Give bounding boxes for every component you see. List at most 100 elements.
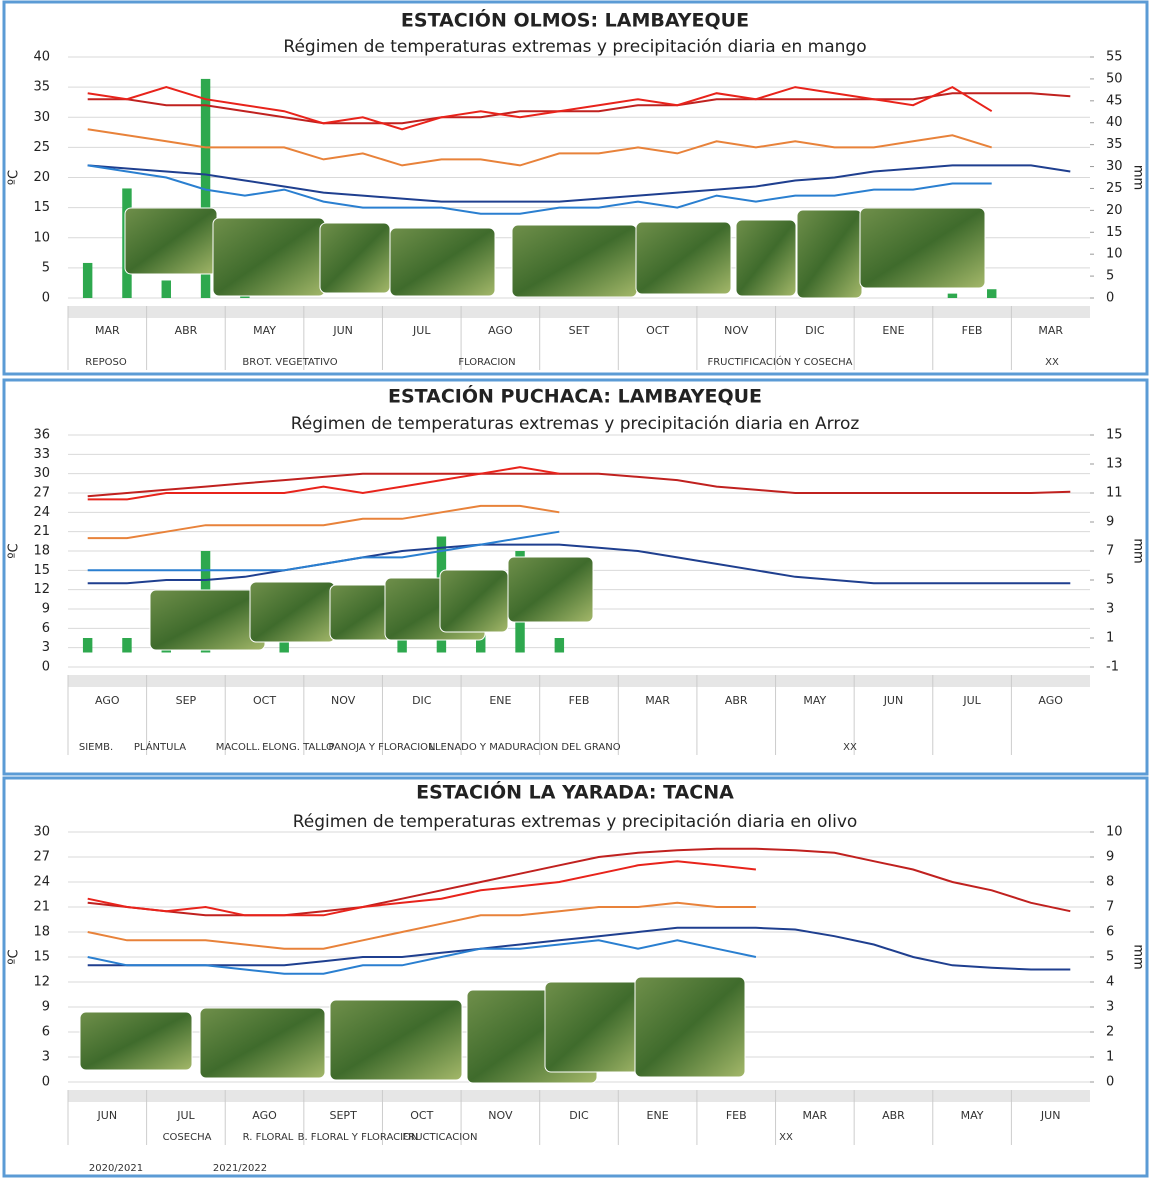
phase-label: BROT. VEGETATIVO [242,357,337,368]
x-tick-label: ABR [882,1109,905,1122]
phase-label: SIEMB. [79,742,113,753]
temperature-line [87,530,560,572]
phase-label: LLENADO Y MADURACION DEL GRANO [429,742,620,753]
x-tick-label: JUN [332,324,353,337]
chart-title: ESTACIÓN PUCHACA: LAMBAYEQUE [388,384,762,408]
y-tick-label: 25 [33,140,50,155]
y2-tick-label: 15 [1106,225,1123,240]
x-tick-label: MAY [253,324,276,337]
y-tick-label: 9 [42,602,50,617]
y-tick-label: 0 [42,660,50,675]
y-tick-label: 18 [33,925,50,940]
y-tick-label: 12 [33,582,50,597]
x-tick-label: MAY [961,1109,984,1122]
phase-label: B. FLORAL Y FLORACION [298,1132,419,1143]
phase-label: XX [779,1132,793,1143]
photo [859,207,986,289]
panel-border [2,378,1149,776]
x-tick-label: FEB [569,694,590,707]
chart-subtitle: Régimen de temperaturas extremas y preci… [291,414,860,434]
phase-label: PANOJA Y FLORACION [329,742,436,753]
y2-tick-label: 25 [1106,181,1123,196]
y2-tick-label: 9 [1106,850,1114,865]
y-tick-label: 27 [33,486,50,501]
x-tick-label: NOV [331,694,356,707]
temperature-line [87,901,756,950]
phase-label: FLORACION [458,357,515,368]
x-tick-label: AGO [1038,694,1063,707]
y-tick-label: 0 [42,1075,50,1090]
x-tick-label: ABR [175,324,198,337]
phase-label: R. FLORAL [243,1132,294,1143]
y-tick-label: 20 [33,170,50,185]
x-tick-label: MAR [645,694,670,707]
y2-tick-label: 40 [1106,115,1123,130]
y2-tick-label: 3 [1106,602,1114,617]
chart-subtitle: Régimen de temperaturas extremas y preci… [283,37,866,57]
temperature-line [87,543,1071,585]
panel-border [2,0,1149,376]
chart-panel: ESTACIÓN OLMOS: LAMBAYEQUE Régimen de tem… [2,0,1149,376]
precip-bar [161,280,171,298]
x-tick-label: JUL [412,324,431,337]
x-tick-label: OCT [646,324,669,337]
y2-tick-label: 13 [1106,457,1123,472]
temperature-line [87,939,757,975]
y2-tick-label: 7 [1106,544,1114,559]
y-tick-label: 21 [33,524,50,539]
chart-subtitle: Régimen de temperaturas extremas y preci… [293,812,858,832]
x-tick-label: SET [569,324,590,337]
y2-tick-label: 4 [1106,975,1114,990]
phase-label: MACOLL. [216,742,260,753]
x-tick-label: JUN [883,694,904,707]
x-tick-label: DIC [569,1109,589,1122]
photo [199,1007,326,1079]
y2-tick-label: 5 [1106,269,1114,284]
photo [389,227,496,297]
precip-bar [279,638,289,653]
x-tick-label: SEPT [330,1109,358,1122]
precip-bar [947,293,958,298]
panel-border [2,776,1149,1178]
y-tick-label: 35 [33,80,50,95]
y-tick-label: 10 [33,230,50,245]
y-tick-label: 6 [42,621,50,636]
y2-tick-label: 15 [1106,428,1123,443]
phase-label: REPOSO [85,357,127,368]
photo [149,589,266,651]
phase-label: XX [843,742,857,753]
y-tick-label: 12 [33,975,50,990]
temperature-line [87,926,1071,971]
month-strip [68,675,1090,687]
photo [507,556,594,623]
y2-tick-label: 35 [1106,137,1123,152]
y2-tick-label: 55 [1106,50,1123,65]
y2-tick-label: 5 [1106,573,1114,588]
y2-tick-label: 3 [1106,1000,1114,1015]
x-tick-label: JUN [1040,1109,1061,1122]
chart-panel: ESTACIÓN LA YARADA: TACNA Régimen de temp… [2,776,1149,1178]
y-tick-label: 36 [33,428,50,443]
photo [511,224,638,298]
y2-tick-label: 10 [1106,825,1123,840]
temperature-line [87,466,560,501]
photo [544,981,646,1073]
y2-tick-label: 0 [1106,291,1114,306]
x-tick-label: OCT [410,1109,433,1122]
y-tick-label: 15 [33,563,50,578]
chart-title: ESTACIÓN LA YARADA: TACNA [416,780,734,804]
photo [634,976,746,1078]
y2-tick-label: 10 [1106,247,1123,262]
y-tick-label: 30 [33,466,50,481]
phase-label: 2021/2022 [213,1163,267,1174]
y2-axis-label: mm [1131,165,1146,190]
y-axis-label: ºC [7,949,22,964]
precip-bar [122,638,132,653]
x-tick-label: NOV [724,324,749,337]
phase-label: XX [1045,357,1059,368]
y2-tick-label: 45 [1106,93,1123,108]
phase-label: COSECHA [163,1132,212,1143]
y-tick-label: 6 [42,1025,50,1040]
y2-tick-label: 6 [1106,925,1114,940]
y2-tick-label: 5 [1106,950,1114,965]
